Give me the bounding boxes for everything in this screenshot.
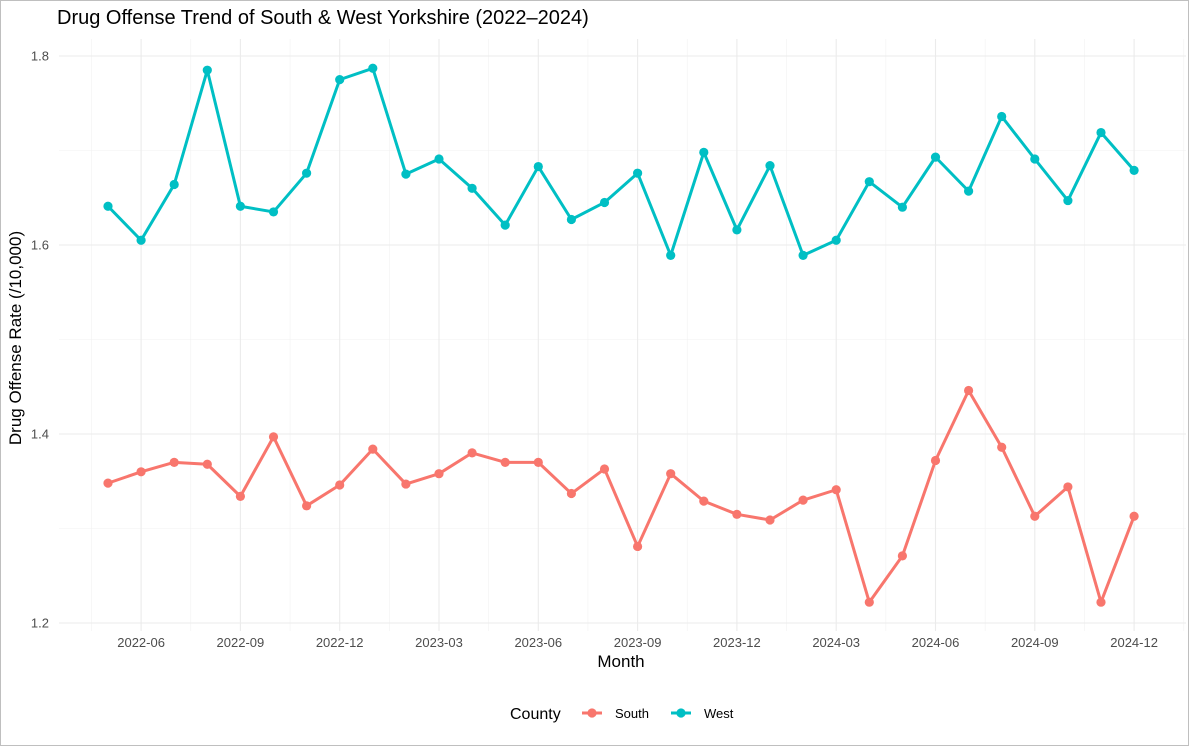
data-point-west [1129,165,1139,175]
x-tick-labels: 2022-06 2022-09 2022-12 2023-03 2023-06 2023-… [117,635,1158,650]
data-point-south [798,495,808,505]
data-point-west [434,154,444,164]
x-tick-label: 2023-06 [514,635,562,650]
data-point-south [699,496,709,506]
data-point-west [765,161,775,171]
y-axis-title: Drug Offense Rate (/10,000) [6,231,25,445]
x-tick-label: 2024-06 [912,635,960,650]
data-point-west [930,152,941,162]
legend: County South West [510,706,734,723]
data-point-south [864,597,874,607]
data-point-west [1063,195,1073,206]
data-point-west [1030,154,1040,164]
data-point-west [169,179,179,190]
chart-title: Drug Offense Trend of South & West Yorks… [57,7,589,29]
data-point-west [103,201,113,211]
x-axis-title: Month [597,652,644,671]
data-point-south [633,541,643,552]
data-point-west [864,177,874,187]
legend-key-point-west [676,708,686,718]
y-tick-label: 1.6 [31,238,49,253]
y-tick-label: 1.4 [31,427,49,442]
data-point-south [500,457,510,467]
x-tick-label: 2022-09 [217,635,265,650]
data-point-south [268,432,279,442]
data-point-south [930,455,941,466]
data-point-south [897,551,908,561]
y-tick-label: 1.8 [31,49,49,64]
data-point-west [997,111,1007,122]
data-point-west [798,250,808,260]
data-point-west [235,201,245,211]
x-tick-label: 2023-09 [614,635,662,650]
data-point-south [964,385,974,396]
data-point-south [1129,511,1139,521]
data-point-south [169,457,179,467]
data-point-west [732,225,742,235]
major-gridlines-y [59,55,1186,624]
data-point-west [202,65,212,75]
legend-label-south: South [615,706,649,721]
data-point-west [401,169,411,179]
data-point-west [335,75,345,85]
data-point-west [633,168,643,178]
data-point-south [335,480,345,490]
minor-gridlines-x [91,39,1185,631]
data-point-south [1096,597,1106,607]
data-point-south [1063,482,1073,492]
x-tick-label: 2023-12 [713,635,761,650]
x-tick-label: 2022-12 [316,635,364,650]
data-point-south [235,491,245,501]
data-point-south [997,442,1007,452]
data-point-west [831,235,841,245]
data-point-west [533,161,543,172]
data-point-west [136,235,146,245]
data-point-south [368,444,378,454]
data-point-south [666,469,676,479]
data-point-south [136,467,146,477]
data-point-west [666,250,676,260]
data-point-south [202,459,212,469]
data-point-south [732,509,742,519]
series-layer [103,63,1139,607]
y-tick-labels: 1.2 1.4 1.6 1.8 [31,49,49,631]
data-point-south [533,457,543,467]
x-tick-label: 2024-12 [1110,635,1158,650]
x-tick-label: 2024-03 [812,635,860,650]
data-point-south [302,501,312,511]
data-point-south [401,479,411,489]
data-point-west [500,220,510,230]
data-point-west [699,147,709,157]
data-point-west [964,186,974,196]
data-point-south [599,464,610,474]
series-line-south [107,389,1136,604]
data-point-west [268,207,279,217]
x-tick-label: 2023-03 [415,635,463,650]
data-point-west [1096,127,1106,138]
x-tick-label: 2022-06 [117,635,165,650]
data-point-west [368,63,378,73]
data-point-west [302,168,312,178]
data-point-west [566,214,577,225]
legend-title: County [510,706,561,723]
legend-key-point-south [587,708,597,718]
data-point-west [897,202,908,212]
data-point-south [103,478,113,488]
series-line-west [106,66,1136,257]
x-tick-label: 2024-09 [1011,635,1059,650]
data-point-west [467,183,477,193]
data-point-south [831,485,841,495]
data-point-west [599,197,610,208]
data-point-south [467,448,477,458]
legend-label-west: West [704,706,734,721]
data-point-south [765,515,775,525]
y-tick-label: 1.2 [31,616,49,631]
data-point-south [434,469,444,479]
major-gridlines-x [140,39,1135,631]
minor-gridlines-y [59,150,1186,529]
data-point-south [1030,511,1040,521]
data-point-south [566,488,577,499]
